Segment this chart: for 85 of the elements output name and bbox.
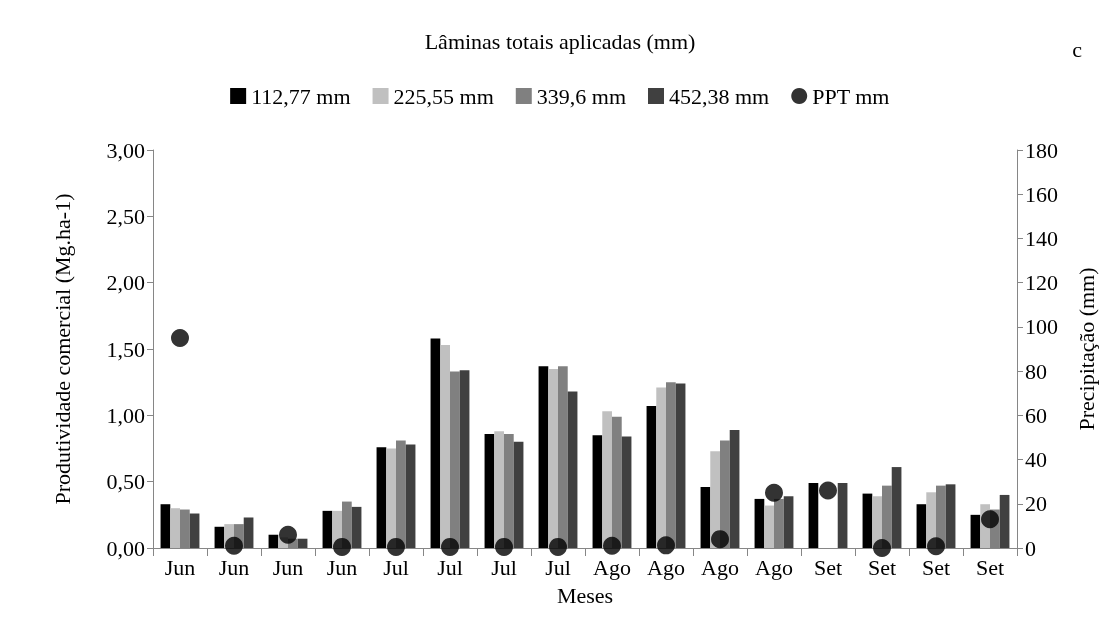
x-tick-label: Ago	[593, 554, 631, 580]
bar	[754, 498, 765, 548]
y2-tick-label: 40	[1025, 447, 1047, 473]
x-tick-label: Jun	[272, 554, 304, 580]
x-tick-label: Jul	[437, 554, 463, 580]
point	[333, 537, 351, 556]
bar	[440, 345, 450, 548]
legend-label: 225,55 mm	[393, 83, 494, 109]
point	[387, 537, 405, 556]
bar	[459, 370, 470, 548]
point	[711, 530, 729, 549]
bar	[170, 508, 180, 548]
y2-tick-label: 100	[1025, 314, 1058, 340]
bar	[945, 484, 956, 548]
x-tick-label: Jul	[491, 554, 517, 580]
bar	[602, 411, 612, 548]
y-tick-label: 2,00	[106, 270, 145, 296]
x-tick-label: Jul	[383, 554, 409, 580]
x-tick-label: Ago	[647, 554, 685, 580]
bar	[494, 431, 504, 548]
legend-label: 112,77 mm	[251, 83, 351, 109]
x-tick-label: Jun	[326, 554, 358, 580]
point	[657, 536, 675, 555]
y2-tick-label: 20	[1025, 491, 1047, 517]
text: c	[1072, 36, 1083, 62]
point	[171, 328, 189, 347]
bar	[783, 496, 794, 548]
y2-tick-label: 160	[1025, 181, 1058, 207]
x-axis-title: Meses	[556, 582, 614, 608]
y2-tick-label: 80	[1025, 358, 1047, 384]
y-tick-label: 0,00	[106, 535, 145, 561]
bar	[513, 441, 524, 548]
legend-title: Lâminas totais aplicadas (mm)	[424, 28, 696, 54]
x-tick-label: Set	[975, 554, 1005, 580]
y-tick-label: 2,50	[106, 203, 145, 229]
x-tick-label: Set	[813, 554, 843, 580]
y2-tick-label: 60	[1025, 402, 1047, 428]
point	[981, 510, 999, 529]
bar	[656, 387, 666, 548]
y-tick-label: 1,00	[106, 402, 145, 428]
y-axis-title: Produtividade comercial (Mg.ha-1)	[49, 193, 75, 505]
x-tick-label: Jun	[164, 554, 196, 580]
bar	[764, 505, 774, 548]
legend-label: 452,38 mm	[669, 83, 770, 109]
bar	[351, 506, 362, 548]
x-tick-label: Jul	[545, 554, 571, 580]
y2-tick-label: 0	[1025, 535, 1036, 561]
bar	[160, 504, 171, 548]
point	[819, 481, 837, 500]
x-tick-label: Ago	[701, 554, 739, 580]
legend-label: 339,6 mm	[536, 83, 627, 109]
y2-axis-title: Precipitação (mm)	[1073, 267, 1099, 431]
y-tick-label: 0,50	[106, 469, 145, 495]
bar	[297, 538, 308, 548]
x-tick-label: Ago	[755, 554, 793, 580]
bar	[837, 482, 848, 548]
point	[603, 536, 621, 555]
point	[549, 537, 567, 556]
point	[441, 537, 459, 556]
bar	[621, 436, 632, 548]
bar	[405, 444, 416, 548]
point	[225, 536, 243, 555]
point	[279, 525, 297, 544]
y2-tick-label: 120	[1025, 270, 1058, 296]
legend-label: PPT mm	[812, 83, 890, 109]
point	[765, 483, 783, 502]
bar	[675, 383, 686, 548]
bar	[729, 429, 740, 548]
y-tick-label: 1,50	[106, 336, 145, 362]
x-tick-label: Set	[921, 554, 951, 580]
bar	[189, 513, 200, 548]
y2-tick-label: 180	[1025, 137, 1058, 163]
point	[927, 537, 945, 556]
point	[495, 537, 513, 556]
bar	[999, 494, 1010, 548]
bar	[567, 391, 578, 548]
x-tick-label: Jun	[218, 554, 250, 580]
bar	[548, 368, 558, 548]
y-tick-label: 3,00	[106, 137, 145, 163]
bar	[386, 448, 396, 548]
x-tick-label: Set	[867, 554, 897, 580]
point	[873, 539, 891, 557]
y2-tick-label: 140	[1025, 225, 1058, 251]
bar	[891, 467, 902, 548]
bar	[243, 517, 254, 548]
